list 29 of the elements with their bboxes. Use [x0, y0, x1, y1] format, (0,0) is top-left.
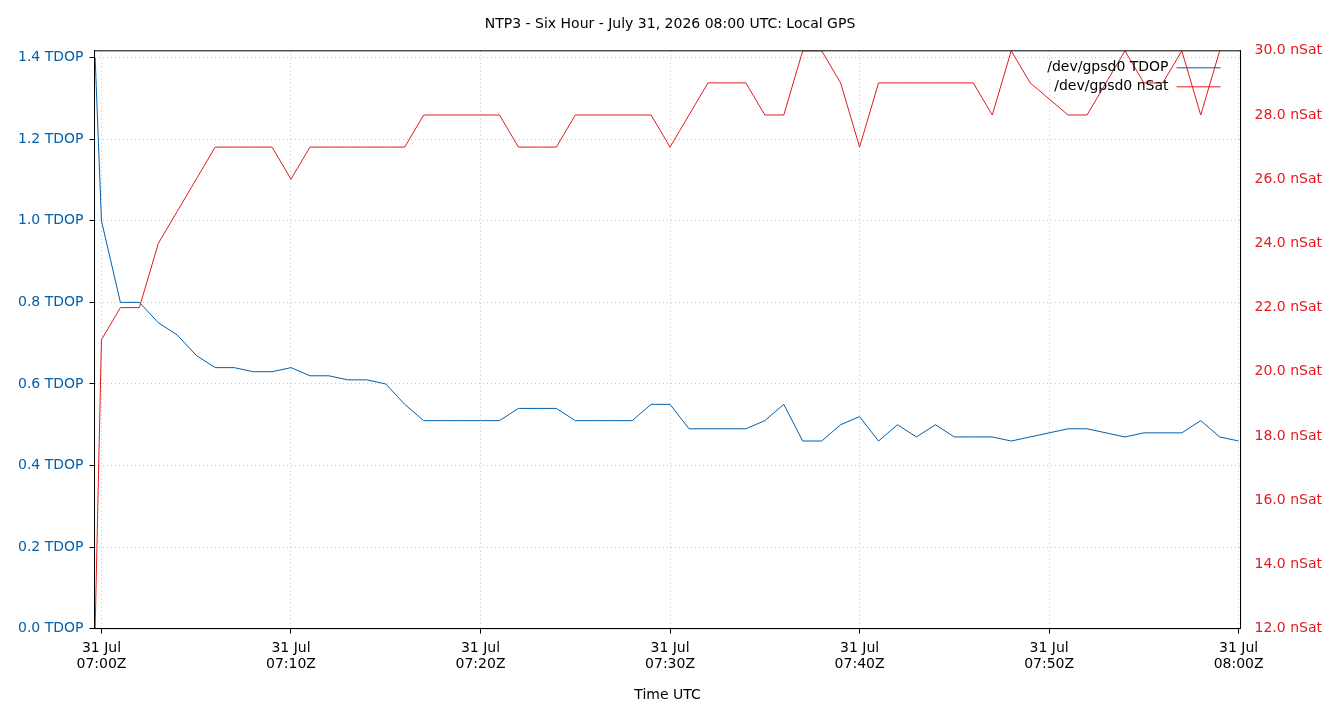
x-tick-label: 31 Jul 08:00Z: [1213, 638, 1264, 672]
y2-tick-label: 16.0 nSat: [1254, 490, 1323, 507]
legend-label: /dev/gpsd0 nSat: [1054, 77, 1170, 94]
chart-title: NTP3 - Six Hour - July 31, 2026 08:00 UTC: Local GPS: [484, 15, 856, 32]
y2-tick-label: 18.0 nSat: [1254, 426, 1323, 443]
y2-tick-label: 20.0 nSat: [1254, 362, 1323, 379]
y-tick-label: 1.2 TDOP: [17, 129, 84, 146]
x-tick-label: 31 Jul 07:30Z: [645, 638, 696, 672]
y2-tick-label: 24.0 nSat: [1254, 234, 1323, 251]
y-tick-label: 0.2 TDOP: [17, 537, 84, 554]
x-tick-label: 31 Jul 07:50Z: [1024, 638, 1075, 672]
x-tick-label: 31 Jul 07:20Z: [455, 638, 506, 672]
y2-tick-label: 26.0 nSat: [1254, 169, 1323, 186]
legend-label: /dev/gpsd0 TDOP: [1047, 58, 1169, 75]
y2-tick-label: 22.0 nSat: [1254, 298, 1323, 315]
x-axis-title: Time UTC: [633, 686, 701, 703]
y2-tick-label: 14.0 nSat: [1254, 555, 1323, 572]
x-tick-label: 31 Jul 07:00Z: [76, 638, 127, 672]
y-tick-label: 0.0 TDOP: [17, 619, 84, 636]
y2-tick-label: 12.0 nSat: [1254, 619, 1323, 636]
y-tick-label: 0.6 TDOP: [17, 374, 84, 391]
y-tick-label: 1.0 TDOP: [17, 211, 84, 228]
y-tick-label: 1.4 TDOP: [17, 48, 84, 65]
y2-tick-label: 30.0 nSat: [1254, 41, 1323, 58]
y2-tick-label: 28.0 nSat: [1254, 105, 1323, 122]
y-tick-label: 0.4 TDOP: [17, 456, 84, 473]
x-tick-label: 31 Jul 07:10Z: [266, 638, 316, 672]
x-tick-label: 31 Jul 07:40Z: [834, 638, 885, 672]
y-tick-label: 0.8 TDOP: [17, 293, 84, 310]
